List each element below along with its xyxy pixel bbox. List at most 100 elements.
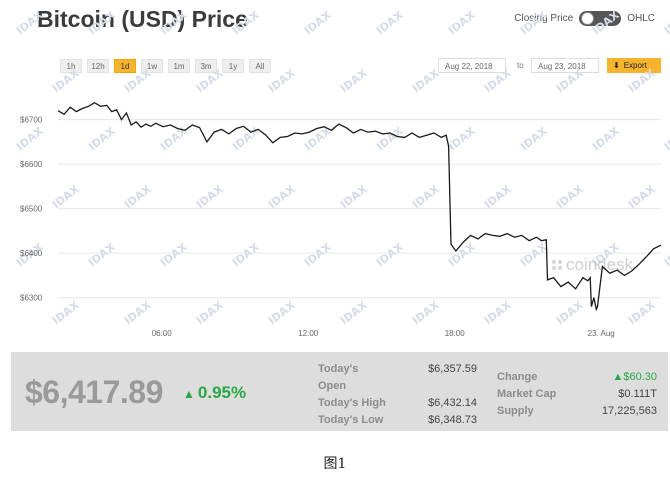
supply-value: 17,225,563 <box>601 405 657 417</box>
toggle-knob[interactable] <box>581 12 595 25</box>
y-tick-label: $6300 <box>20 294 43 303</box>
x-tick-label: 18:00 <box>445 329 466 338</box>
idax-watermark: IDAX <box>662 240 670 269</box>
page-title: Bitcoin (USD) Price <box>37 6 248 32</box>
range-button-1h[interactable]: 1h <box>60 59 82 73</box>
up-triangle-icon: ▲ <box>612 371 624 383</box>
market-cap-label: Market Cap <box>497 388 557 400</box>
idax-watermark: IDAX <box>446 124 478 153</box>
closing-price-label: Closing Price <box>514 13 574 24</box>
idax-watermark: IDAX <box>482 182 514 211</box>
change-value: ▲$60.30 <box>612 371 657 383</box>
low-label: Today's Low <box>318 414 384 426</box>
coindesk-dot <box>551 265 557 271</box>
up-triangle-icon: ▲ <box>183 387 195 401</box>
date-from-field[interactable]: Aug 22, 2018 <box>438 58 506 73</box>
idax-watermark: IDAX <box>338 298 370 327</box>
idax-watermark: IDAX <box>482 66 514 95</box>
idax-watermark: IDAX <box>554 66 586 95</box>
idax-watermark: IDAX <box>518 8 550 37</box>
idax-watermark: IDAX <box>626 182 658 211</box>
range-button-1y[interactable]: 1y <box>222 59 244 73</box>
x-tick-label: 06:00 <box>152 329 173 338</box>
price-mode-toggle-group: Closing Price OHLC <box>514 11 655 26</box>
x-tick-label: 12:00 <box>298 329 319 338</box>
range-button-1d[interactable]: 1d <box>114 59 136 73</box>
x-tick-label: 23. Aug <box>588 329 615 338</box>
coindesk-text: coindesk <box>566 255 634 274</box>
idax-watermark: IDAX <box>194 66 226 95</box>
idax-watermark: IDAX <box>662 124 670 153</box>
high-value: $6,432.14 <box>428 397 477 409</box>
export-button[interactable]: ⬇ Export <box>607 58 661 73</box>
market-cap-value: $0.111T <box>618 388 657 400</box>
idax-watermark: IDAX <box>230 8 262 37</box>
idax-watermark: IDAX <box>374 240 406 269</box>
idax-watermark: IDAX <box>266 298 298 327</box>
open-label-line1: Today's <box>318 363 359 375</box>
price-mode-toggle[interactable] <box>579 11 622 26</box>
price-series-line <box>57 101 662 312</box>
idax-watermark: IDAX <box>626 66 658 95</box>
range-button-All[interactable]: All <box>249 59 271 73</box>
range-button-1m[interactable]: 1m <box>168 59 190 73</box>
idax-watermark: IDAX <box>158 8 190 37</box>
change-percent: ▲ 0.95% <box>183 383 247 402</box>
idax-watermark: IDAX <box>626 298 658 327</box>
idax-watermark: IDAX <box>122 66 154 95</box>
idax-watermark: IDAX <box>14 8 46 37</box>
idax-watermark: IDAX <box>302 240 334 269</box>
y-tick-label: $6500 <box>20 205 43 214</box>
idax-watermark: IDAX <box>410 298 442 327</box>
idax-watermark: IDAX <box>482 298 514 327</box>
ohlc-label: OHLC <box>627 13 655 24</box>
idax-watermark: IDAX <box>50 182 82 211</box>
idax-watermark: IDAX <box>662 8 670 37</box>
idax-watermark: IDAX <box>518 124 550 153</box>
time-range-selector: 1h 12h 1d 1w 1m 3m 1y All <box>60 59 276 73</box>
idax-watermark: IDAX <box>14 124 46 153</box>
idax-watermark: IDAX <box>554 182 586 211</box>
open-value: $6,357.59 <box>428 363 477 375</box>
date-to-field[interactable]: Aug 23, 2018 <box>531 58 599 73</box>
stats-panel: $6,417.89 ▲ 0.95% Today's Open $6,357.59 … <box>11 352 668 431</box>
y-axis-labels: $6700 $6600 $6500 $6400 $6300 <box>20 116 43 303</box>
open-label-line2: Open <box>318 380 347 392</box>
idax-watermark: IDAX <box>194 298 226 327</box>
idax-watermark: IDAX <box>122 298 154 327</box>
x-axis-labels: 06:00 12:00 18:00 23. Aug <box>152 329 615 338</box>
coindesk-watermark: coindesk <box>551 255 634 274</box>
y-tick-label: $6600 <box>20 160 43 169</box>
idax-watermark: IDAX <box>338 66 370 95</box>
current-price: $6,417.89 <box>25 374 163 410</box>
idax-watermark: IDAX <box>230 240 262 269</box>
range-button-12h[interactable]: 12h <box>87 59 109 73</box>
idax-watermark: IDAX <box>266 182 298 211</box>
low-value: $6,348.73 <box>428 414 477 426</box>
idax-watermark: IDAX <box>446 8 478 37</box>
idax-watermark: IDAX <box>158 124 190 153</box>
chart-grid <box>58 119 661 299</box>
price-chart: IDAX IDAX IDAX IDAX IDAX IDAX IDAX IDAX IDAX IDAX… <box>14 8 670 338</box>
idax-watermark: IDAX <box>86 240 118 269</box>
idax-watermark: IDAX <box>518 240 550 269</box>
export-label: Export <box>623 61 647 70</box>
coindesk-dot <box>557 265 563 271</box>
idax-watermark: IDAX <box>410 66 442 95</box>
idax-watermark: IDAX <box>590 124 622 153</box>
coindesk-dot <box>557 259 563 265</box>
change-label: Change <box>497 371 538 383</box>
idax-watermark: IDAX <box>194 182 226 211</box>
idax-watermark: IDAX <box>410 182 442 211</box>
idax-watermark: IDAX <box>266 66 298 95</box>
idax-watermark: IDAX <box>590 8 622 37</box>
range-button-1w[interactable]: 1w <box>141 59 163 73</box>
idax-watermark: IDAX <box>338 182 370 211</box>
figure-caption: 图1 <box>323 456 347 472</box>
range-button-3m[interactable]: 3m <box>195 59 217 73</box>
download-icon: ⬇ <box>613 61 620 70</box>
idax-watermark: IDAX <box>86 8 118 37</box>
idax-watermark: IDAX <box>122 182 154 211</box>
date-to-label: to <box>517 61 524 70</box>
idax-watermark: IDAX <box>374 8 406 37</box>
